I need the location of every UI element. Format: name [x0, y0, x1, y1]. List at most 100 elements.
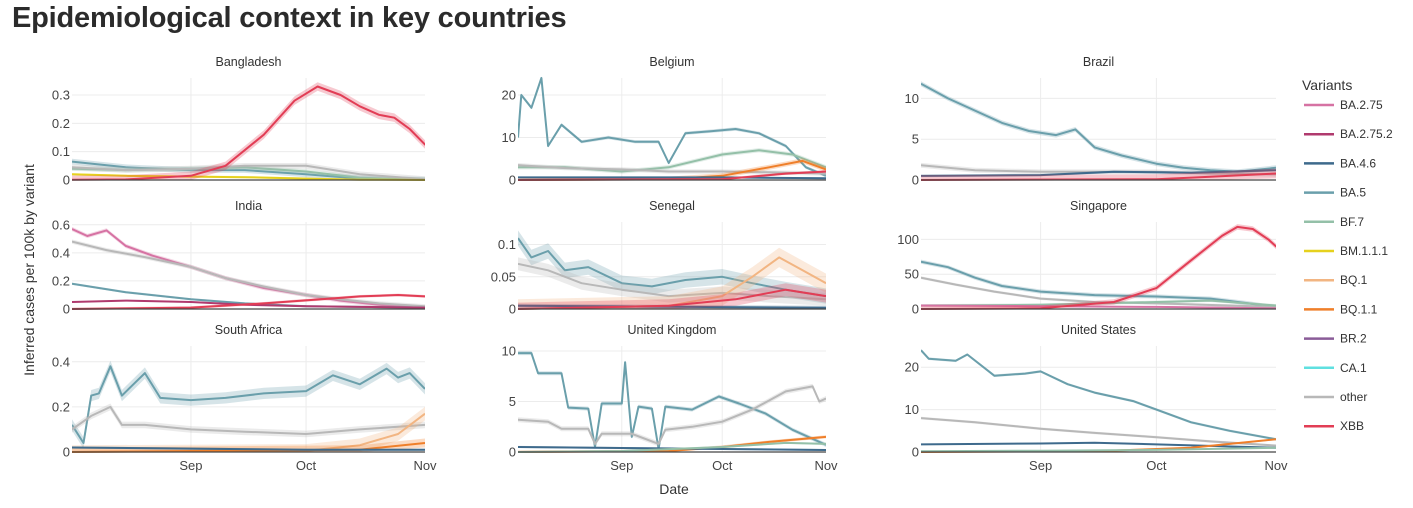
y-tick-label: 0 — [509, 445, 516, 460]
y-tick-label: 0.1 — [52, 144, 70, 159]
page-title: Epidemiological context in key countries — [12, 2, 567, 34]
band-ba-5 — [518, 351, 826, 451]
panel-south-africa: South Africa 0 0.2 0.4 Sep Oct Nov — [52, 323, 437, 473]
series-line-other — [72, 405, 425, 435]
panel-title: Bangladesh — [215, 55, 281, 69]
legend-item-bq-1[interactable]: BQ.1 — [1304, 273, 1368, 287]
x-tick-label: Oct — [1146, 458, 1167, 473]
y-tick-label: 0.2 — [52, 273, 70, 288]
y-tick-label: 0 — [509, 173, 516, 188]
x-tick-label: Nov — [1264, 458, 1288, 473]
series-line-ba-4-6 — [921, 169, 1276, 177]
band-bq-1 — [518, 247, 826, 309]
panel-united-states: United States 0 10 20 Sep Oct Nov — [905, 323, 1289, 473]
y-tick-label: 0.3 — [52, 88, 70, 103]
x-tick-label: Sep — [610, 458, 633, 473]
series-line-xbb — [72, 85, 425, 181]
series-line-ba-4-6 — [518, 304, 826, 309]
y-tick-label: 20 — [905, 360, 919, 375]
panel-united-kingdom: United Kingdom 0 5 10 Sep Oct Nov — [502, 323, 839, 473]
series-line-ba-2-75-2 — [72, 299, 425, 309]
x-tick-label: Sep — [1029, 458, 1052, 473]
panel-singapore: Singapore 0 50 100 — [897, 199, 1276, 317]
panel-title: India — [235, 199, 262, 213]
series-line-other — [518, 385, 826, 445]
series-line-other — [72, 240, 425, 308]
legend-item-bq-1-1[interactable]: BQ.1.1 — [1304, 302, 1378, 316]
legend-item-ba-5[interactable]: BA.5 — [1304, 186, 1366, 200]
band-other — [72, 239, 425, 309]
legend-item-br-2[interactable]: BR.2 — [1304, 332, 1367, 346]
series-line-ba-4-6 — [921, 441, 1276, 449]
series-line-ba-4-6 — [518, 176, 826, 180]
y-tick-label: 0 — [912, 302, 919, 317]
legend-item-ba-2-75-2[interactable]: BA.2.75.2 — [1304, 127, 1393, 141]
y-tick-label: 0.6 — [52, 217, 70, 232]
y-tick-label: 100 — [897, 232, 919, 247]
band-bf-7 — [518, 148, 826, 174]
y-tick-label: 0.2 — [52, 399, 70, 414]
series-line-ba-5 — [518, 237, 826, 298]
y-tick-label: 0 — [63, 302, 70, 317]
y-tick-label: 0 — [509, 302, 516, 317]
series-line-ba-5 — [921, 349, 1276, 441]
series-line-ba-5 — [921, 260, 1276, 309]
series-line-xbb — [518, 288, 826, 310]
legend-item-other[interactable]: other — [1304, 390, 1367, 404]
panel-senegal: Senegal 0 0.05 0.1 — [491, 199, 826, 317]
legend-label: BM.1.1.1 — [1340, 244, 1388, 258]
y-tick-label: 0.1 — [498, 237, 516, 252]
y-tick-label: 5 — [509, 394, 516, 409]
legend-label: BA.5 — [1340, 186, 1366, 200]
y-tick-label: 0.2 — [52, 116, 70, 131]
x-tick-label: Nov — [814, 458, 838, 473]
y-tick-label: 10 — [905, 402, 919, 417]
legend-label: BA.2.75.2 — [1340, 127, 1393, 141]
panel-title: Brazil — [1083, 55, 1114, 69]
legend-item-ca-1[interactable]: CA.1 — [1304, 361, 1367, 375]
y-tick-label: 0.05 — [491, 269, 516, 284]
series-line-other — [921, 417, 1276, 447]
band-xbb — [518, 283, 826, 309]
legend-label: BA.2.75 — [1340, 98, 1383, 112]
panel-bangladesh: Bangladesh 0 0.1 0.2 0.3 — [52, 55, 425, 188]
series-line-ba-4-6 — [72, 446, 425, 451]
series-line-other — [518, 164, 826, 175]
band-other — [518, 257, 826, 306]
y-tick-label: 10 — [502, 130, 516, 145]
panels-group: Bangladesh 0 0.1 0.2 0.3 Belgium 0 10 20 Brazil 0 5… — [52, 55, 1289, 473]
y-tick-label: 10 — [905, 91, 919, 106]
series-line-ba-5 — [518, 352, 826, 450]
y-tick-label: 0.4 — [52, 354, 70, 369]
y-tick-label: 0.4 — [52, 245, 70, 260]
legend-label: BR.2 — [1340, 332, 1367, 346]
panel-belgium: Belgium 0 10 20 — [502, 55, 826, 188]
series-line-other — [921, 276, 1276, 308]
y-tick-label: 50 — [905, 267, 919, 282]
legend-label: other — [1340, 390, 1367, 404]
series-line-ba-2-75 — [921, 304, 1276, 310]
band-ba-5 — [921, 349, 1276, 441]
y-tick-label: 0 — [912, 173, 919, 188]
band-other — [72, 403, 425, 438]
band-ba-5 — [72, 360, 425, 449]
series-line-ba-5 — [518, 77, 826, 177]
x-tick-label: Nov — [413, 458, 437, 473]
band-other — [518, 383, 826, 447]
y-tick-label: 5 — [912, 132, 919, 147]
legend-item-ba-4-6[interactable]: BA.4.6 — [1304, 156, 1376, 170]
y-tick-label: 10 — [502, 344, 516, 359]
legend-item-xbb[interactable]: XBB — [1304, 419, 1364, 433]
panel-brazil: Brazil 0 5 10 — [905, 55, 1276, 188]
series-line-xbb — [921, 225, 1276, 310]
series-line-other — [72, 164, 425, 181]
band-ba-5 — [921, 259, 1276, 309]
legend-label: BA.4.6 — [1340, 156, 1376, 170]
legend-item-bf-7[interactable]: BF.7 — [1304, 215, 1364, 229]
x-tick-label: Oct — [296, 458, 317, 473]
series-line-ba-5 — [921, 82, 1276, 173]
legend-item-bm-1-1-1[interactable]: BM.1.1.1 — [1304, 244, 1388, 258]
legend-item-ba-2-75[interactable]: BA.2.75 — [1304, 98, 1383, 112]
band-other — [72, 163, 425, 180]
